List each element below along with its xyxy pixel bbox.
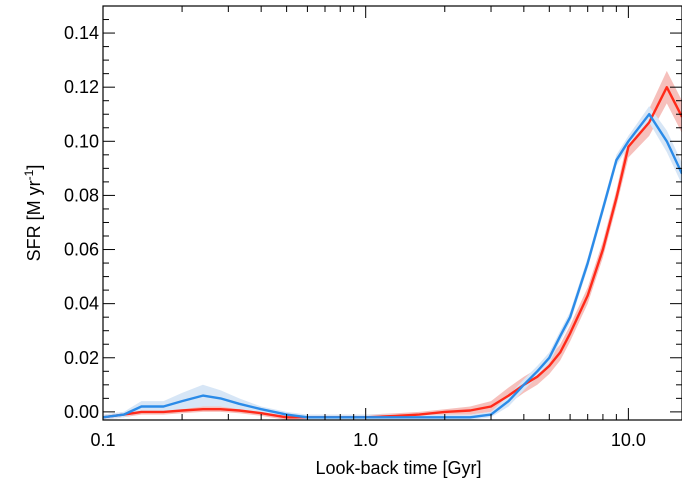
series-2-band: [103, 106, 682, 420]
y-tick-label: 0.04: [64, 294, 99, 314]
x-tick-label: 0.1: [90, 430, 115, 450]
y-tick-label: 0.02: [64, 348, 99, 368]
x-axis-title: Look-back time [Gyr]: [315, 458, 481, 478]
y-axis-title-sup: -1: [22, 169, 36, 180]
x-tick-label: 1.0: [353, 430, 378, 450]
y-tick-label: 0.12: [64, 77, 99, 97]
x-tick-labels: 0.1 1.0 10.0: [90, 430, 645, 450]
series-1-line: [102, 85, 682, 419]
x-tick-label: 10.0: [611, 430, 646, 450]
axis-ticks: [102, 6, 682, 420]
series-1-band: [103, 70, 682, 421]
y-axis-title-main: SFR [M yr: [24, 180, 44, 261]
y-axis-title: SFR [M yr-1]: [22, 165, 44, 262]
y-tick-label: 0.06: [64, 240, 99, 260]
uncertainty-bands: [103, 70, 682, 421]
y-axis-title-close: ]: [24, 165, 44, 170]
y-tick-labels: 0.00 0.02 0.04 0.06 0.08 0.10 0.12 0.14: [64, 23, 99, 422]
plot-frame: [102, 5, 682, 421]
y-tick-label: 0.14: [64, 23, 99, 43]
y-tick-label: 0.00: [64, 402, 99, 422]
series-lines: [102, 85, 682, 419]
y-tick-label: 0.08: [64, 185, 99, 205]
y-tick-label: 0.10: [64, 131, 99, 151]
